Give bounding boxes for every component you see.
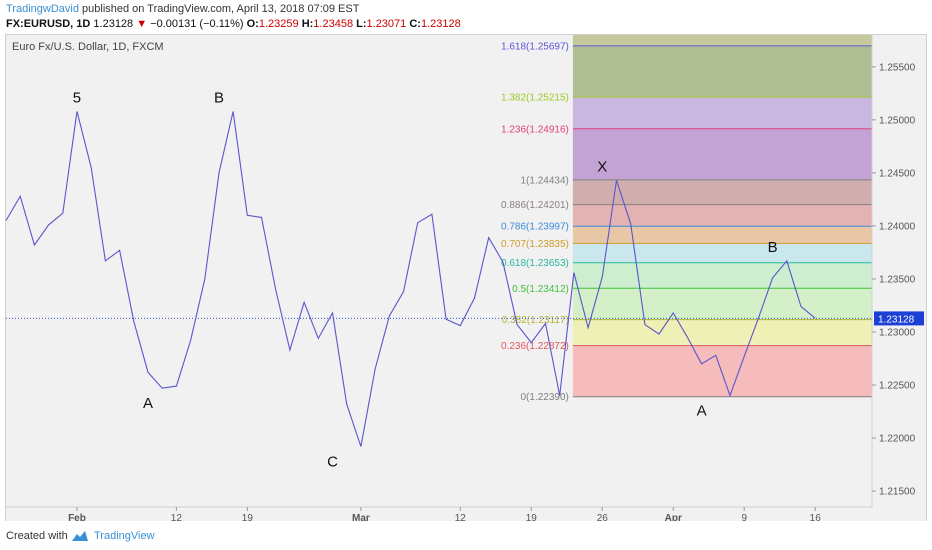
wave-label: B bbox=[768, 239, 778, 256]
chart-header: TradingwDavid published on TradingView.c… bbox=[0, 0, 932, 34]
price-chart[interactable]: 0(1.22390) 0.236(1.22872) 0.382(1.23117) 0.… bbox=[0, 0, 932, 521]
fib-band bbox=[572, 97, 872, 129]
fib-band bbox=[572, 262, 872, 289]
footer: Created with TradingView bbox=[0, 521, 932, 550]
y-tick-label: 1.23000 bbox=[879, 327, 916, 338]
down-arrow-icon: ▼ bbox=[136, 18, 148, 30]
chart-title: Euro Fx/U.S. Dollar, 1D, FXCM bbox=[12, 41, 164, 53]
high-label: H: bbox=[301, 18, 314, 30]
wave-label: A bbox=[697, 403, 707, 420]
low-label: L: bbox=[356, 18, 367, 30]
wave-label: 5 bbox=[73, 89, 81, 106]
fib-band bbox=[572, 226, 872, 244]
x-tick-label: Mar bbox=[352, 513, 370, 521]
fib-level-label: 0.886(1.24201) bbox=[501, 200, 569, 211]
fib-level-label: 1.618(1.25697) bbox=[501, 41, 569, 52]
current-price-label: 1.23128 bbox=[878, 314, 915, 325]
close-value: 1.23128 bbox=[420, 18, 461, 30]
y-tick-label: 1.24000 bbox=[879, 221, 916, 232]
fib-level-label: 0.707(1.23835) bbox=[501, 239, 569, 250]
y-tick-label: 1.25000 bbox=[879, 115, 916, 126]
y-tick-label: 1.25500 bbox=[879, 62, 916, 73]
fib-band bbox=[572, 345, 872, 397]
y-tick-label: 1.22500 bbox=[879, 381, 916, 392]
fib-band bbox=[572, 45, 872, 98]
price-change: −0.00131 (−0.11%) bbox=[150, 18, 244, 30]
fib-band bbox=[572, 319, 872, 346]
x-tick-label: 16 bbox=[810, 513, 822, 521]
published-text: published on TradingView.com, April 13, … bbox=[82, 3, 360, 15]
y-tick-label: 1.21500 bbox=[879, 487, 916, 498]
fib-level-label: 1.236(1.24916) bbox=[501, 124, 569, 135]
fib-level-label: 0.5(1.23412) bbox=[512, 284, 569, 295]
publish-info: TradingwDavid published on TradingView.c… bbox=[6, 3, 359, 15]
x-tick-label: 19 bbox=[242, 513, 254, 521]
x-tick-label: Apr bbox=[665, 513, 682, 521]
fib-band bbox=[572, 204, 872, 227]
fib-level-label: 0.236(1.22872) bbox=[501, 341, 569, 352]
open-label: O: bbox=[246, 18, 259, 30]
fib-level-label: 1.382(1.25215) bbox=[501, 93, 569, 104]
wave-label: X bbox=[597, 158, 607, 175]
low-value: 1.23071 bbox=[366, 18, 407, 30]
wave-label: B bbox=[214, 89, 224, 106]
fib-level-label: 1(1.24434) bbox=[520, 175, 568, 186]
last-price: 1.23128 bbox=[93, 18, 134, 30]
high-value: 1.23458 bbox=[313, 18, 354, 30]
fib-band bbox=[572, 288, 872, 320]
x-tick-label: 9 bbox=[741, 513, 747, 521]
author-link[interactable]: TradingwDavid bbox=[6, 3, 79, 15]
price-series-line bbox=[5, 111, 816, 447]
fib-level-label: 0.618(1.23653) bbox=[501, 258, 569, 269]
fib-band bbox=[572, 128, 872, 180]
x-tick-label: Feb bbox=[68, 513, 86, 521]
y-tick-label: 1.22000 bbox=[879, 434, 916, 445]
current-price-badge bbox=[874, 311, 924, 326]
wave-label: C bbox=[327, 454, 338, 471]
fib-band bbox=[572, 35, 872, 46]
x-tick-label: 12 bbox=[171, 513, 183, 521]
symbol-label: FX:EURUSD, 1D bbox=[6, 18, 91, 30]
tradingview-cloud-icon[interactable] bbox=[69, 529, 89, 542]
x-tick-label: 12 bbox=[455, 513, 467, 521]
symbol-quote: FX:EURUSD, 1D 1.23128 ▼ −0.00131 (−0.11%… bbox=[6, 18, 461, 30]
open-value: 1.23259 bbox=[258, 18, 299, 30]
fib-band bbox=[572, 243, 872, 263]
y-tick-label: 1.24500 bbox=[879, 168, 916, 179]
fib-level-label: 0(1.22390) bbox=[520, 392, 568, 403]
fib-level-label: 0.786(1.23997) bbox=[501, 222, 569, 233]
fib-level-label: 0.382(1.23117) bbox=[502, 315, 569, 326]
close-label: C: bbox=[409, 18, 421, 30]
x-tick-label: 19 bbox=[526, 513, 538, 521]
wave-label: A bbox=[143, 395, 153, 412]
tradingview-brand-link[interactable]: TradingView bbox=[94, 530, 155, 542]
created-with-text: Created with bbox=[6, 530, 68, 542]
x-tick-label: 26 bbox=[597, 513, 609, 521]
y-tick-label: 1.23500 bbox=[879, 274, 916, 285]
